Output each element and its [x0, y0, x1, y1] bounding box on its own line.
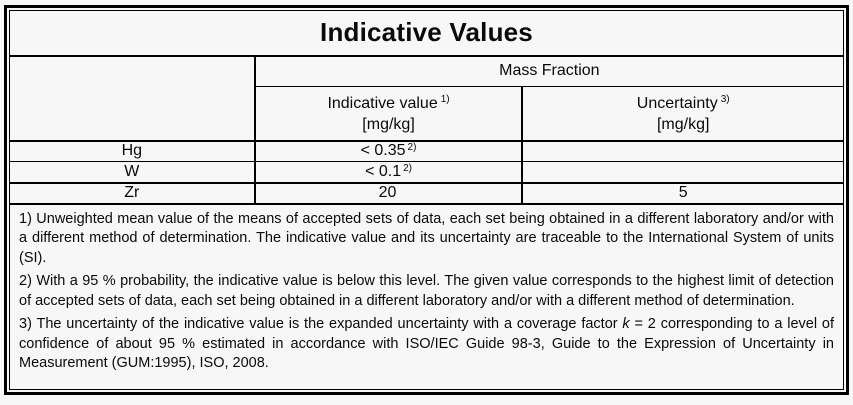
table-row-hg: Hg < 0.35 2): [9, 140, 844, 162]
footnote-2-text: 2) With a 95 % probability, the indicati…: [19, 273, 834, 309]
column-unit: [mg/kg]: [656, 116, 710, 134]
uncertainty-cell: 5: [521, 182, 844, 205]
column-header-row: Indicative value 1) [mg/kg] Uncertainty 3)…: [10, 86, 844, 142]
footnote-ref-1: 1): [440, 94, 450, 106]
title-row: Indicative Values: [9, 10, 844, 57]
indicative-value-cell: < 0.1 2): [253, 161, 523, 184]
footnote-1-text: 1) Unweighted mean value of the means of…: [19, 210, 834, 266]
table-frame: Indicative Values Mass Fraction Indicati…: [4, 5, 849, 395]
element-symbol: Hg: [9, 140, 255, 162]
indicative-value: 20: [378, 184, 397, 201]
footnote-ref-3: 3): [720, 94, 730, 106]
footnote-3: 3) The uncertainty of the indicative val…: [19, 315, 834, 374]
footnote-ref-2: 2): [407, 142, 417, 154]
table-row-zr: Zr 20 5: [9, 182, 844, 205]
indicative-values-table: Indicative Values Mass Fraction Indicati…: [9, 10, 844, 390]
column-label: Uncertainty: [636, 95, 718, 113]
uncertainty-cell: [521, 140, 844, 162]
group-header-mass-fraction: Mass Fraction: [254, 55, 844, 87]
footnote-1: 1) Unweighted mean value of the means of…: [19, 210, 834, 269]
table-row-w: W < 0.1 2): [9, 161, 844, 184]
footnote-2: 2) With a 95 % probability, the indicati…: [19, 272, 834, 311]
indicative-value: < 0.35: [360, 142, 406, 160]
column-header-uncertainty: Uncertainty 3) [mg/kg]: [521, 86, 844, 142]
element-symbol: W: [9, 161, 255, 184]
column-unit: [mg/kg]: [362, 116, 415, 134]
footnotes-row: 1) Unweighted mean value of the means of…: [10, 204, 844, 390]
page-title: Indicative Values: [9, 10, 844, 57]
footnote-3-italic-k: k: [622, 316, 630, 332]
group-header-row: Mass Fraction: [9, 55, 844, 142]
corner-empty-cell: [9, 55, 256, 142]
indicative-value-cell: < 0.35 2): [253, 140, 523, 162]
footnote-3-text-a: 3) The uncertainty of the indicative val…: [19, 316, 623, 332]
footnote-ref-2: 2): [403, 162, 412, 174]
indicative-value: < 0.1: [365, 162, 402, 180]
column-label: Indicative value: [327, 95, 438, 113]
footnotes-section: 1) Unweighted mean value of the means of…: [10, 204, 844, 390]
uncertainty-cell: [521, 161, 844, 184]
element-symbol: Zr: [9, 182, 255, 205]
footnote-3-text-b: = 2 corresponding to a level of confiden…: [19, 316, 834, 371]
indicative-value-cell: 20: [253, 182, 523, 205]
column-header-indicative-value: Indicative value 1) [mg/kg]: [254, 86, 523, 142]
